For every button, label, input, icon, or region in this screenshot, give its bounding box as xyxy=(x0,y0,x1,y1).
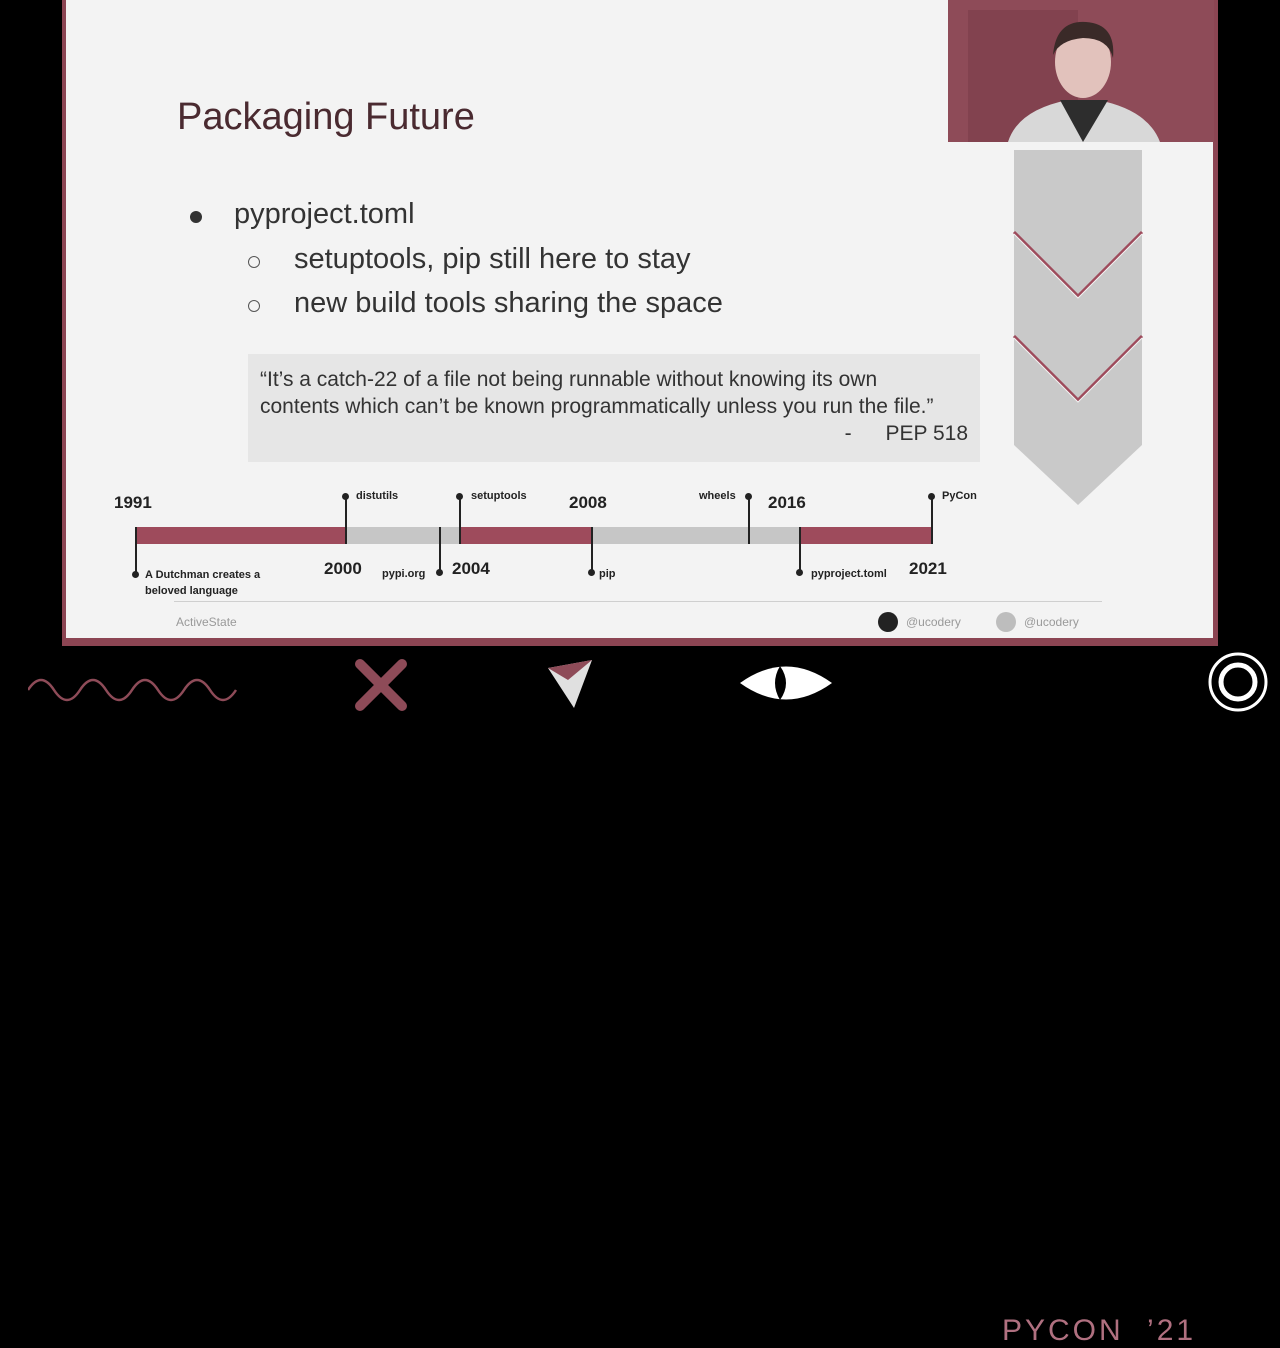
quote-attribution: - PEP 518 xyxy=(845,422,968,446)
timeline-point xyxy=(928,493,935,500)
timeline-point xyxy=(745,493,752,500)
timeline-segment xyxy=(136,527,346,544)
sub-bullet-circle-icon xyxy=(248,256,260,268)
timeline-tick xyxy=(748,496,750,544)
footer-brand: ActiveState xyxy=(176,615,237,629)
quote-dash: - xyxy=(844,422,852,445)
chevron-arrow-icon xyxy=(1012,150,1144,505)
pycon-ring-icon xyxy=(1208,652,1268,712)
timeline-point xyxy=(588,569,595,576)
pycon-banner: PYCON ’21 xyxy=(0,646,1280,1347)
timeline-event-label: wheels xyxy=(699,490,736,502)
timeline-event-label: PyCon xyxy=(942,490,977,502)
timeline-year: 2000 xyxy=(324,559,362,578)
timeline-segment xyxy=(346,527,440,544)
pycon-event: PYCON xyxy=(1002,1314,1124,1347)
paper-plane-icon xyxy=(548,660,592,708)
timeline-event-label: pypi.org xyxy=(382,568,426,580)
timeline-point xyxy=(342,493,349,500)
timeline-event-label: pyproject.toml xyxy=(811,568,887,580)
quote-line: “It’s a catch-22 of a file not being run… xyxy=(260,368,878,391)
timeline-tick xyxy=(931,496,933,544)
github-icon xyxy=(878,612,898,632)
quote-source: PEP 518 xyxy=(885,422,968,445)
pycon-logo-text: PYCON ’21 xyxy=(1002,1314,1196,1348)
timeline-event-label: setuptools xyxy=(471,490,527,502)
timeline-tick xyxy=(439,527,441,571)
timeline-point xyxy=(456,493,463,500)
quote-box: “It’s a catch-22 of a file not being run… xyxy=(248,354,980,462)
twitter-handle: @ucodery xyxy=(996,612,1079,632)
timeline-event-label: distutils xyxy=(356,490,399,502)
sub-bullet-text: new build tools sharing the space xyxy=(294,287,723,319)
timeline-event-label: pip xyxy=(599,568,616,580)
speaker-webcam xyxy=(948,0,1214,142)
timeline-year: 2021 xyxy=(909,559,947,578)
timeline-segment xyxy=(460,527,592,544)
footer-divider xyxy=(174,601,1102,602)
sub-bullet-text: setuptools, pip still here to stay xyxy=(294,243,691,275)
timeline-tick xyxy=(459,496,461,544)
timeline-point xyxy=(796,569,803,576)
github-handle-text: @ucodery xyxy=(906,615,961,629)
bullet-text: pyproject.toml xyxy=(234,198,415,230)
twitter-handle-text: @ucodery xyxy=(1024,615,1079,629)
timeline-segment xyxy=(748,527,800,544)
slide-title: Packaging Future xyxy=(177,96,475,138)
wave-icon xyxy=(28,678,238,702)
timeline-year: 2004 xyxy=(452,559,490,578)
timeline-year: 2016 xyxy=(768,493,806,512)
quote-line: contents which can’t be known programmat… xyxy=(260,395,934,418)
cross-icon xyxy=(355,659,407,711)
speaker-video-icon xyxy=(948,0,1214,142)
github-handle: @ucodery xyxy=(878,612,961,632)
timeline-tick xyxy=(135,527,137,574)
timeline-tick xyxy=(799,527,801,571)
timeline: 1991 2000 2004 2008 2016 2021 A Dutchman… xyxy=(66,480,1213,610)
timeline-event-label: beloved language xyxy=(145,585,238,597)
timeline-tick xyxy=(591,527,593,571)
timeline-point xyxy=(436,569,443,576)
pycon-year: ’21 xyxy=(1147,1314,1197,1347)
timeline-year: 1991 xyxy=(114,493,152,512)
timeline-point xyxy=(132,571,139,578)
bullet-dot-icon xyxy=(190,211,202,223)
timeline-segment xyxy=(800,527,932,544)
eye-icon xyxy=(740,666,832,700)
timeline-event-label: A Dutchman creates a xyxy=(145,569,261,581)
twitter-icon xyxy=(996,612,1016,632)
timeline-tick xyxy=(345,496,347,544)
timeline-year: 2008 xyxy=(569,493,607,512)
timeline-segment xyxy=(440,527,460,544)
sub-bullet-circle-icon xyxy=(248,300,260,312)
